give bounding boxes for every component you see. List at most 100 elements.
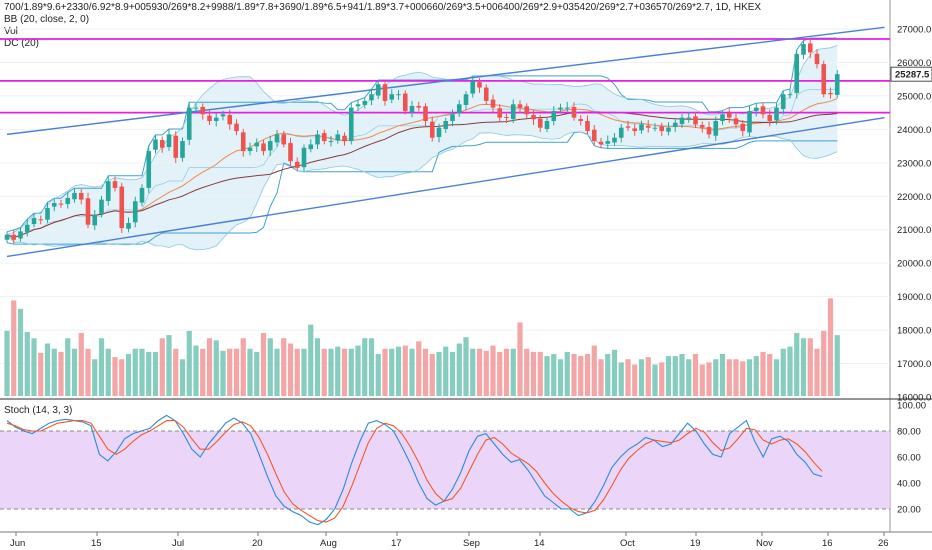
candle-body [126,223,131,229]
volume-bar [11,300,17,396]
candle-body [423,106,428,121]
volume-bar [152,351,159,396]
volume-bar [395,346,402,396]
price-tick-label: 19000.0 [897,292,931,303]
volume-bar [578,356,584,396]
volume-bar [314,338,321,396]
candle-body [828,92,833,95]
volume-bar [125,354,132,396]
price-tick-label: 26000.0 [897,58,931,69]
candle-body [747,110,752,133]
candle-body [396,94,401,96]
candle-body [119,186,125,229]
volume-bar [287,343,294,396]
volume-bar [780,348,786,396]
volume-bar [206,338,213,396]
volume-bar [341,348,348,396]
volume-bar [65,338,71,396]
candle-body [24,224,30,233]
candle-body [470,80,476,94]
moving-average-line [6,111,838,238]
volume-bar [294,348,300,396]
stoch-tick-label: 80.00 [897,427,921,438]
volume-bar [706,362,712,396]
volume-bar [530,351,537,396]
candle-body [78,192,84,200]
volume-bar [557,359,564,396]
candle-body [483,87,489,101]
volume-bar [105,348,111,396]
candle-body [159,140,165,148]
volume-bar [800,338,807,396]
volume-bar [753,356,759,396]
stoch-d-line [6,420,823,523]
candle-body [497,108,503,118]
candle-body [801,44,806,55]
volume-bar [321,348,327,396]
volume-indicator-label[interactable]: Vol [4,26,18,37]
price-tick-label: 22000.0 [897,192,931,203]
candle-body [821,64,827,95]
candle-body [517,104,523,108]
candle-body [713,121,719,136]
candle-body [213,117,219,121]
candle-body [92,214,98,226]
donchian-indicator-label[interactable]: DC (20) [4,38,40,49]
candle-body [200,106,206,115]
volume-bar [254,351,260,396]
volume-bar [665,356,672,396]
volume-bar [429,354,435,396]
stoch-tick-label: 40.00 [897,479,921,490]
candle-body [679,117,685,125]
candle-body [99,199,104,215]
volume-bar [470,348,476,396]
volume-bar [672,356,678,396]
candle-body [645,125,651,128]
volume-bar [213,340,219,396]
volume-bar [463,337,469,396]
candle-body [58,203,64,205]
x-tick-label: 17 [391,538,402,549]
volume-bar [416,341,422,396]
candle-body [787,94,793,96]
volume-bar [98,338,105,396]
x-tick-label: 19 [690,538,701,549]
candle-body [443,121,449,130]
candle-body [31,218,37,225]
volume-bar [17,308,24,396]
volume-bar [240,338,246,396]
candle-body [585,121,590,132]
volume-bar [679,354,685,396]
volume-bar [179,359,186,396]
candle-body [834,74,840,95]
volume-bar [71,348,78,396]
price-tick-label: 25000.0 [897,91,931,102]
candle-body [652,127,658,129]
volume-bar [146,351,152,396]
candle-body [429,121,435,138]
volume-bar [713,359,719,396]
volume-bar [719,354,726,396]
stoch-pane: 100.00 80.00 60.00 40.00 20.00 [0,401,926,526]
stoch-indicator-label[interactable]: Stoch (14, 3, 3) [4,405,73,416]
candle-body [348,107,354,142]
candle-body [328,141,334,143]
volume-bar [436,351,442,396]
candle-body [375,84,381,96]
volume-bar [584,354,591,396]
volume-bar [227,348,233,396]
volume-bar [58,351,64,396]
bb-indicator-label[interactable]: BB (20, close, 2, 0) [4,14,90,25]
volume-bar [794,333,800,396]
x-tick-label: 20 [252,538,263,549]
volume-bar [233,348,240,396]
x-tick-label: 14 [534,538,545,549]
candle-body [591,129,597,142]
candle-body [112,181,118,188]
volume-bar [638,359,645,396]
stoch-tick-label: 20.00 [897,505,921,516]
volume-bar [524,348,530,396]
candle-body [153,139,158,150]
candle-body [173,135,179,158]
